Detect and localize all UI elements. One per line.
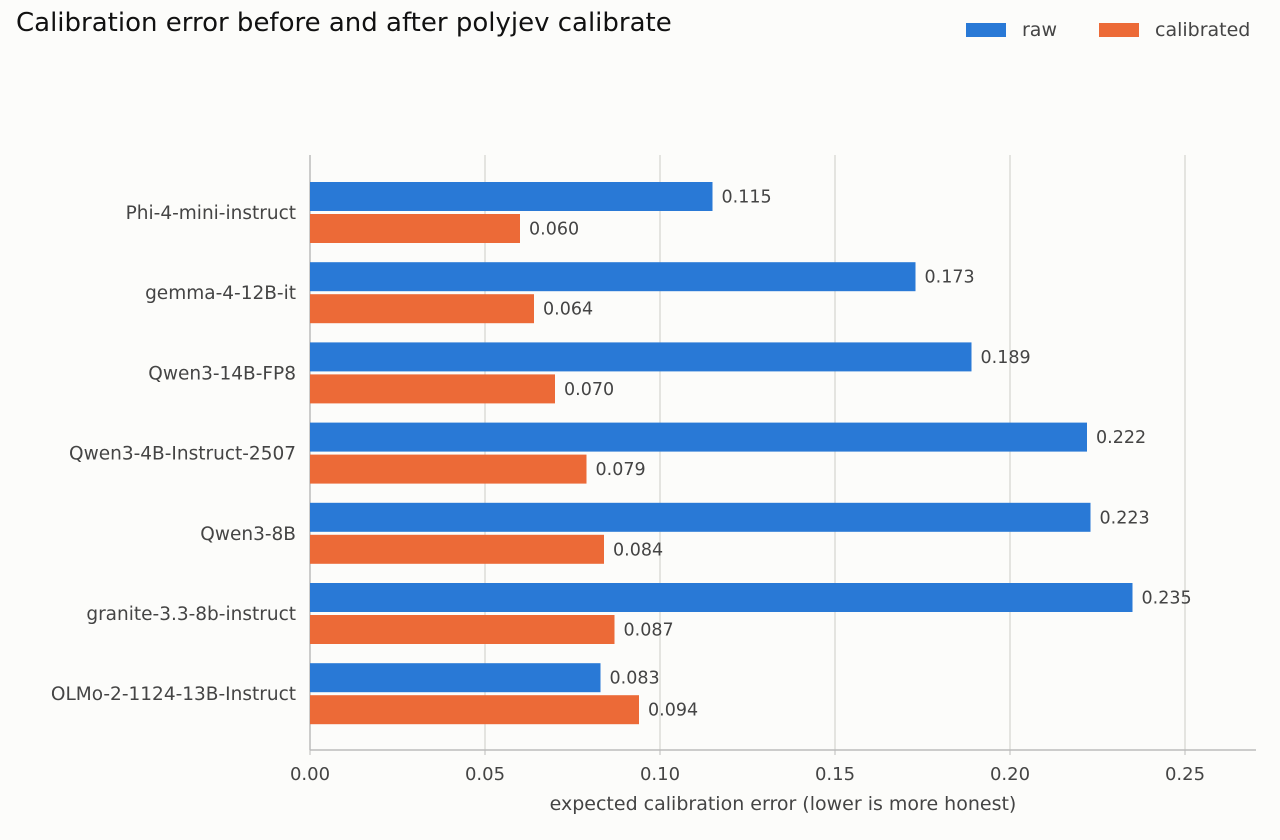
bar-raw [310,262,916,292]
gridlines [484,155,1186,750]
bar-raw [310,422,1087,452]
bar-calibrated [310,454,587,484]
data-label-raw: 0.222 [1096,428,1146,448]
category-label: granite-3.3-8b-instruct [86,604,296,625]
category-label: gemma-4-12B-it [145,283,296,304]
x-tick-label: 0.20 [990,764,1030,785]
data-label-calibrated: 0.087 [624,621,674,641]
data-label-raw: 0.189 [981,348,1031,368]
data-label-raw: 0.083 [610,669,660,689]
axes [309,155,1256,755]
legend-swatch-calibrated [1099,23,1139,37]
data-label-calibrated: 0.084 [613,540,663,560]
legend-label-calibrated: calibrated [1155,19,1251,41]
data-label-calibrated: 0.079 [596,460,646,480]
bar-raw [310,583,1133,612]
data-label-calibrated: 0.094 [648,701,698,721]
x-tick-labels: 0.00 0.05 0.10 0.15 0.20 0.25 [290,764,1205,785]
x-tick-label: 0.05 [465,764,505,785]
bar-calibrated [310,214,520,243]
chart-title: Calibration error before and after polyj… [16,8,672,38]
data-label-calibrated: 0.064 [543,300,593,320]
bar-calibrated [310,615,615,644]
bar-calibrated [310,534,604,564]
data-label-calibrated: 0.070 [564,380,614,400]
bar-raw [310,663,601,693]
category-label: Phi-4-mini-instruct [126,203,296,224]
data-label-raw: 0.115 [722,188,772,208]
category-label: Qwen3-4B-Instruct-2507 [69,444,296,465]
bar-calibrated [310,374,555,404]
value-labels: 0.115 0.060 0.173 0.064 0.189 0.070 0.222 0.079… [529,188,1192,721]
bar-calibrated [310,695,639,725]
bars [310,182,1133,725]
data-label-raw: 0.173 [925,268,975,288]
x-axis-label: expected calibration error (lower is mor… [550,793,1017,815]
data-label-raw: 0.223 [1100,508,1150,528]
bar-raw [310,502,1091,532]
category-labels: Phi-4-mini-instruct gemma-4-12B-it Qwen3-1… [51,203,296,705]
category-label: Qwen3-14B-FP8 [148,363,296,384]
category-label: OLMo-2-1124-13B-Instruct [51,684,296,705]
x-tick-label: 0.10 [640,764,680,785]
legend-swatch-raw [966,23,1006,37]
bar-calibrated [310,294,534,324]
x-tick-label: 0.00 [290,764,330,785]
legend-label-raw: raw [1022,19,1057,41]
bar-raw [310,182,713,211]
x-tick-label: 0.15 [815,764,855,785]
bar-raw [310,342,972,372]
category-label: Qwen3-8B [200,524,296,545]
x-tick-label: 0.25 [1165,764,1205,785]
data-label-raw: 0.235 [1142,589,1192,609]
data-label-calibrated: 0.060 [529,220,579,240]
